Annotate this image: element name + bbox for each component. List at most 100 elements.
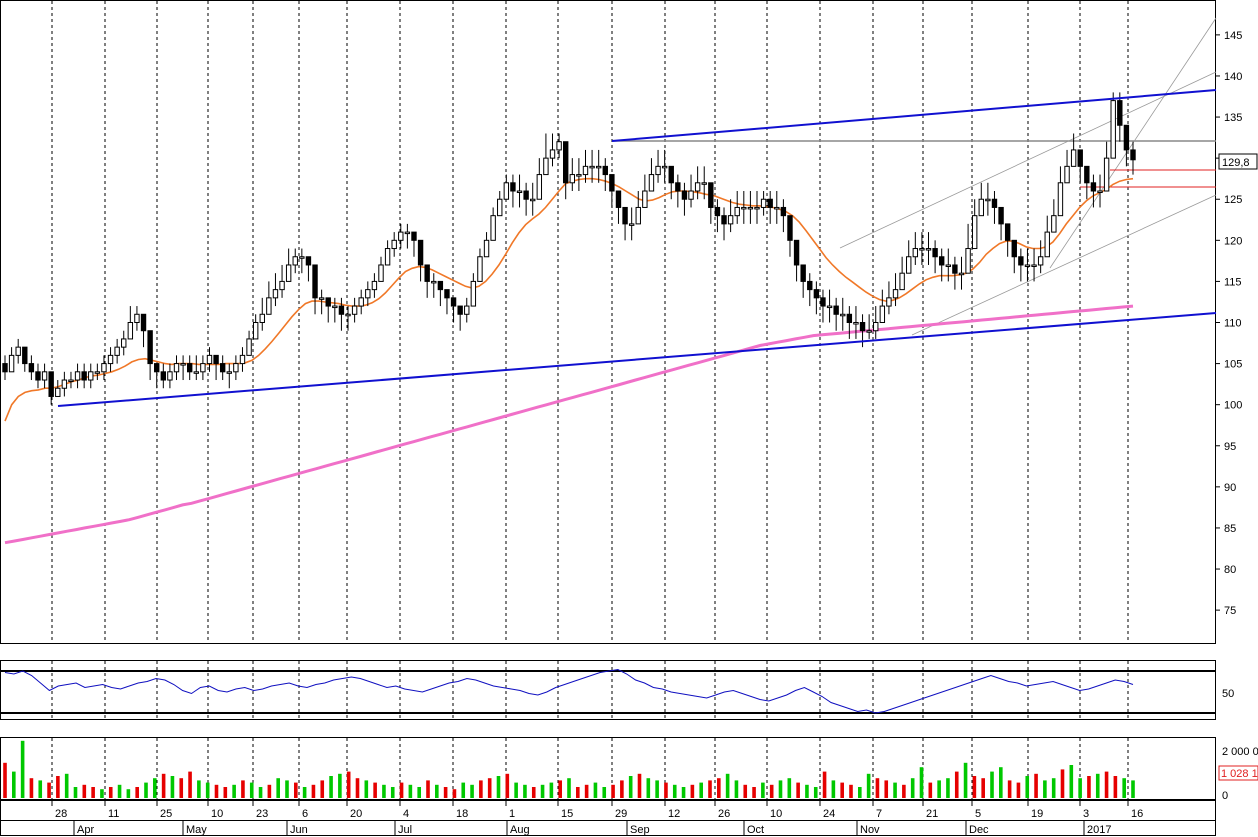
volume-bar bbox=[999, 767, 1003, 798]
volume-bar bbox=[1078, 778, 1082, 798]
candle-body bbox=[807, 280, 813, 291]
volume-bar bbox=[1131, 780, 1135, 798]
candle-body bbox=[945, 264, 951, 267]
candle-body bbox=[22, 346, 28, 365]
candle-body bbox=[912, 248, 919, 258]
volume-bar bbox=[100, 789, 104, 798]
candle-body bbox=[595, 165, 602, 169]
candle-body bbox=[246, 338, 252, 356]
candle-body bbox=[1037, 256, 1044, 266]
candle-body bbox=[292, 256, 298, 266]
date-tick-label: 20 bbox=[350, 808, 362, 820]
volume-bar bbox=[778, 780, 783, 798]
volume-series bbox=[3, 740, 1135, 798]
volume-bar bbox=[611, 784, 615, 798]
price-tick-label: 135 bbox=[1224, 112, 1242, 124]
last-price-tag: 129,8 bbox=[1218, 153, 1258, 170]
volume-bar bbox=[858, 787, 862, 798]
candle-body bbox=[906, 256, 912, 274]
volume-bar bbox=[699, 782, 703, 798]
candle-body bbox=[259, 313, 265, 323]
month-tick-label: May bbox=[186, 824, 207, 836]
volume-bar bbox=[38, 780, 43, 798]
volume-bar bbox=[276, 778, 280, 798]
volume-bar bbox=[813, 787, 818, 798]
month-tick-label: Oct bbox=[747, 824, 764, 836]
volume-bar bbox=[725, 773, 730, 798]
volume-bar bbox=[399, 782, 404, 798]
candle-body bbox=[793, 239, 800, 266]
candle-body bbox=[741, 206, 747, 210]
volume-bar bbox=[364, 780, 369, 798]
price-tick-label: 120 bbox=[1224, 235, 1242, 247]
candle-body bbox=[721, 215, 727, 225]
candle-body bbox=[272, 289, 279, 299]
date-tick-label: 5 bbox=[975, 808, 981, 820]
volume-bar bbox=[505, 773, 510, 798]
candle-body bbox=[2, 363, 8, 373]
candle-body bbox=[470, 280, 477, 307]
candle-body bbox=[1097, 190, 1103, 194]
volume-bar bbox=[690, 784, 695, 798]
price-tick-label: 100 bbox=[1224, 400, 1242, 412]
volume-bar bbox=[426, 780, 430, 798]
candle-body bbox=[1031, 264, 1037, 267]
candle-body bbox=[510, 182, 516, 192]
volume-bar bbox=[628, 776, 633, 798]
volume-bar bbox=[743, 784, 748, 798]
candle-body bbox=[332, 305, 338, 309]
volume-bar bbox=[805, 784, 809, 798]
volume-bar bbox=[893, 782, 897, 798]
candle-body bbox=[615, 190, 622, 208]
candle-body bbox=[1103, 157, 1110, 192]
volume-bar bbox=[91, 787, 95, 798]
candle-body bbox=[1064, 165, 1070, 184]
candle-body bbox=[239, 354, 246, 365]
volume-bar bbox=[487, 778, 492, 798]
volume-bar bbox=[258, 787, 263, 798]
candle-body bbox=[919, 248, 925, 251]
candle-body bbox=[219, 363, 226, 373]
candle-body bbox=[879, 305, 886, 324]
volume-bar bbox=[3, 762, 7, 798]
candle-body bbox=[556, 141, 562, 151]
month-tick-label: Dec bbox=[969, 824, 989, 836]
volume-bar bbox=[232, 784, 236, 798]
month-tick-label: Aug bbox=[510, 824, 530, 836]
volume-bar bbox=[443, 787, 448, 798]
candle-body bbox=[173, 363, 180, 373]
candle-body bbox=[437, 280, 444, 291]
candle-body bbox=[985, 198, 991, 202]
date-tick-label: 12 bbox=[668, 808, 680, 820]
price-tick-label: 105 bbox=[1224, 359, 1242, 371]
gray-channel-line-upper bbox=[839, 71, 1217, 249]
candle-body bbox=[899, 272, 905, 291]
price-tick-label: 95 bbox=[1224, 441, 1236, 453]
date-axis: 28 11 25 10 23 6 20 4 18 1 15 29 12 26 10 24 7 21 5 19 3 16 Ap… bbox=[51, 801, 1143, 836]
candle-body bbox=[1011, 239, 1017, 258]
candle-body bbox=[285, 264, 292, 282]
price-tick-label: 110 bbox=[1224, 318, 1242, 330]
candle-body bbox=[180, 363, 186, 366]
candle-body bbox=[305, 256, 312, 266]
volume-bar bbox=[461, 782, 466, 798]
candle-body bbox=[569, 174, 575, 184]
volume-bar bbox=[294, 782, 298, 798]
candle-body bbox=[1051, 215, 1057, 233]
volume-bar bbox=[241, 780, 245, 798]
candle-body bbox=[991, 198, 998, 208]
candle-body bbox=[952, 264, 958, 274]
candle-body bbox=[233, 363, 239, 373]
volume-bar bbox=[197, 780, 201, 798]
date-tick-label: 4 bbox=[403, 808, 409, 820]
candle-body bbox=[266, 297, 272, 315]
blue-trendlines bbox=[57, 89, 1217, 407]
price-tick-label: 80 bbox=[1224, 564, 1236, 576]
volume-bar bbox=[346, 771, 351, 798]
candle-body bbox=[477, 256, 483, 282]
candle-body bbox=[88, 371, 94, 381]
candle-body bbox=[483, 239, 490, 258]
price-tick-label: 125 bbox=[1224, 194, 1242, 206]
candle-body bbox=[780, 206, 787, 217]
volume-bar bbox=[188, 771, 192, 798]
